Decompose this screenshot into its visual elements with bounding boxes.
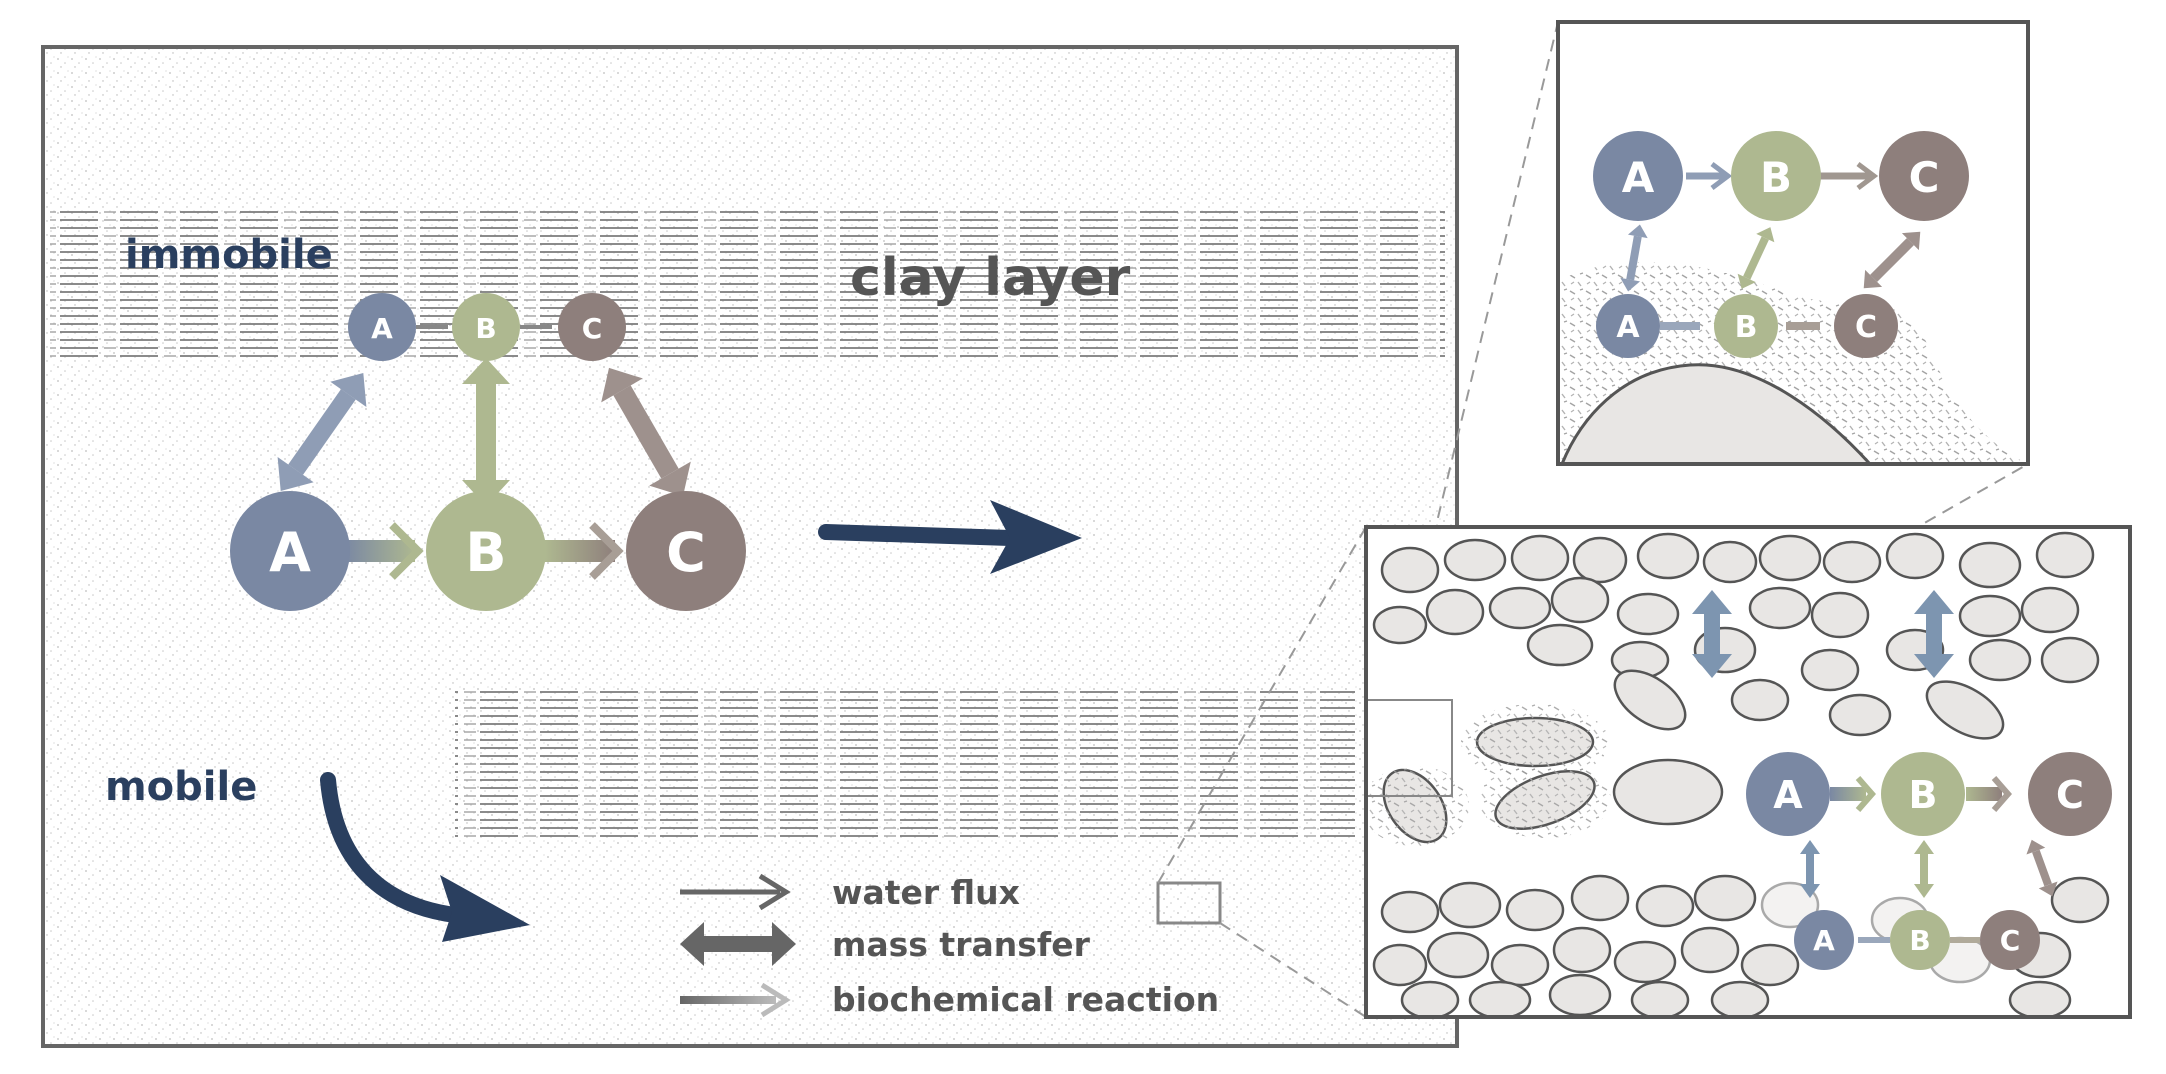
node-b-immobile-label: B: [475, 312, 496, 345]
clay-layer-label: clay layer: [850, 248, 1131, 308]
node-c-immobile: [558, 293, 626, 361]
svg-text:B: B: [1909, 773, 1938, 817]
svg-text:A: A: [1773, 773, 1803, 817]
node-c-mobile-label: C: [666, 521, 706, 584]
svg-text:C: C: [1909, 153, 1940, 202]
svg-text:A: A: [1622, 153, 1655, 202]
svg-text:A: A: [1813, 924, 1835, 957]
node-a-immobile: [348, 293, 416, 361]
grain-scale-frame: [1556, 20, 2030, 466]
svg-text:B: B: [1909, 924, 1930, 957]
mobile-chain: A B C: [230, 491, 746, 611]
legend-mass-transfer-arrow: [680, 922, 796, 966]
svg-text:B: B: [1735, 310, 1758, 345]
svg-text:C: C: [2056, 773, 2084, 817]
pore-chain-mobile: A B C: [1746, 752, 2112, 836]
zoom-source-box: [1156, 881, 1222, 925]
legend-biochemical-reaction-arrow: [680, 982, 791, 1018]
node-b-immobile: [452, 293, 520, 361]
node-a-immobile-label: A: [371, 312, 393, 345]
node-a-mobile-label: A: [269, 521, 311, 584]
legend-biochemical-reaction: biochemical reaction: [832, 980, 1219, 1019]
pore-scale-frame: [1364, 525, 2132, 1019]
immobile-chain: A B C: [348, 293, 626, 361]
svg-text:C: C: [1855, 310, 1877, 345]
node-c-immobile-label: C: [582, 312, 603, 345]
legend: water flux mass transfer biochemical rea…: [680, 873, 1219, 1019]
clay-layer-upper: [50, 210, 1445, 360]
pore-chain-immobile: A B C: [1794, 910, 2040, 970]
mass-transfer-arrows-main: [277, 358, 691, 506]
water-flow-arrow-curved: [320, 772, 530, 942]
legend-water-flux: water flux: [832, 873, 1020, 912]
node-a-mobile: [230, 491, 350, 611]
legend-mass-transfer: mass transfer: [832, 925, 1091, 964]
svg-text:A: A: [1616, 310, 1640, 345]
legend-water-flux-arrow: [680, 873, 791, 911]
immobile-label: immobile: [125, 232, 333, 278]
svg-text:B: B: [1760, 153, 1792, 202]
pore-scale-panel: A B C A B C: [1366, 527, 2130, 1017]
mobile-label: mobile: [105, 764, 257, 810]
svg-text:C: C: [2000, 924, 2021, 957]
node-c-mobile: [626, 491, 746, 611]
clay-layer-lower: [455, 690, 1355, 840]
node-b-mobile-label: B: [465, 521, 506, 584]
node-b-mobile: [426, 491, 546, 611]
water-flow-arrow-right: [818, 500, 1082, 574]
grain-scale-inset: A B C A B C: [1558, 22, 2028, 464]
